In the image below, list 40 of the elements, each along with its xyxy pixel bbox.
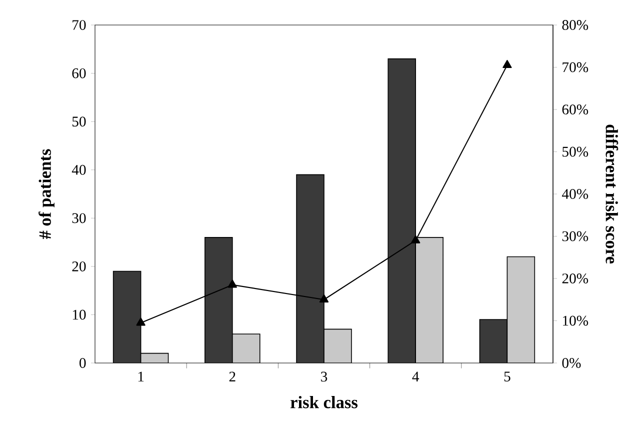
y2-tick-label: 10% [563,316,588,326]
bar [415,237,444,363]
y2-tick-label: 40% [562,189,588,199]
y2-tick-label: 60% [562,104,588,114]
point [228,280,237,288]
x-tick-label: 1 [138,372,144,382]
x-tick-label: 3 [321,372,328,382]
y-tick-label: 50 [72,116,86,127]
y-tick-label: 40 [72,164,86,175]
point [411,235,420,244]
x-axis-title: risk class [290,396,358,408]
y-tick-label: 0 [80,358,86,368]
bar [324,328,352,363]
y2-tick-label: 70% [562,62,588,72]
bar [296,174,324,363]
point [136,318,146,326]
y2-tick-label: 20% [562,274,588,284]
y-tick-label: 70 [72,20,86,30]
y-axis-title: # of patients [38,149,54,240]
bar [112,270,142,363]
x-tick-label: 5 [504,372,510,382]
bar [232,334,260,363]
bar [388,58,416,363]
y2-tick-label: 80% [562,20,588,30]
y2-tick-label: 30% [562,231,588,242]
bar [479,319,508,363]
y-tick-label: 10 [72,310,86,320]
y2-axis-title: different risk score [606,124,618,264]
point [502,60,512,68]
y-tick-label: 30 [72,213,86,224]
point [319,294,329,302]
y2-tick-label: 50% [562,146,588,157]
bar [506,256,536,363]
x-tick-label: 2 [229,372,236,382]
bar [204,237,233,363]
x-tick-label: 4 [412,372,420,382]
y-tick-label: 60 [72,68,86,78]
y2-tick-label: 0% [562,358,581,368]
y-tick-label: 20 [72,261,86,272]
bar [140,352,169,363]
